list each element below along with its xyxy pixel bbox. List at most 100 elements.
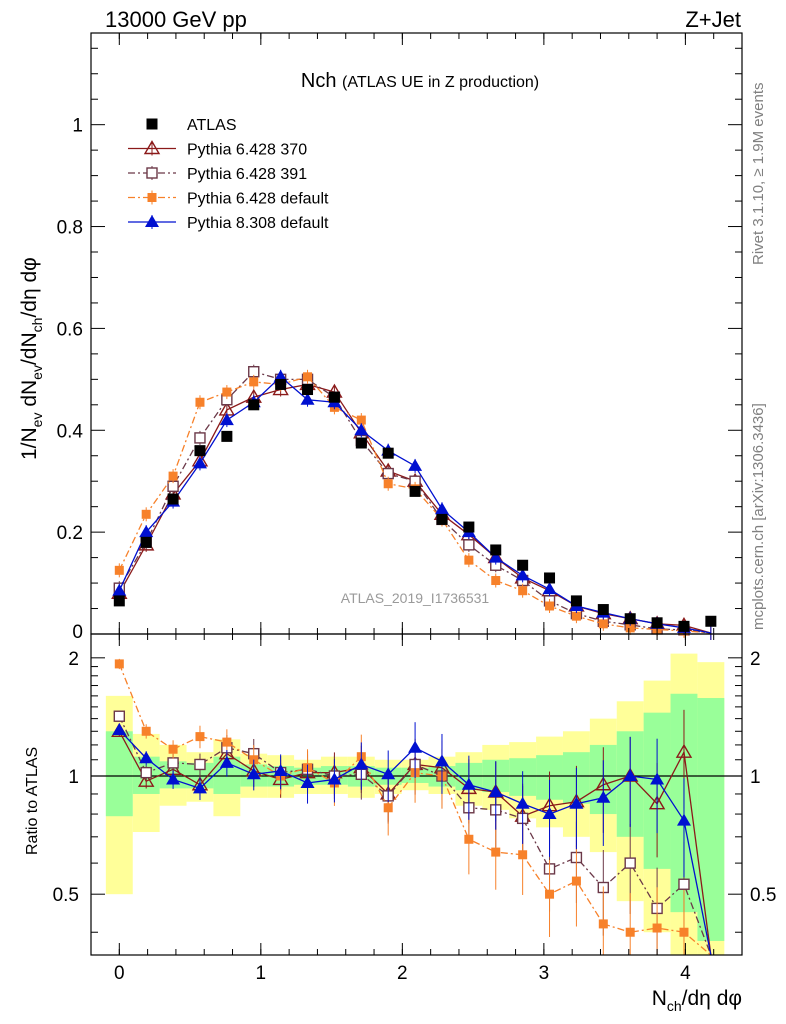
x-tick-label: 3	[539, 963, 550, 984]
ratio-data-point	[518, 850, 528, 860]
main-data-point	[167, 493, 179, 505]
main-data-point	[303, 372, 313, 382]
main-data-point	[570, 595, 582, 607]
main-data-point	[141, 509, 151, 519]
main-y-axis-label: 1/Nev dNev/dNch/dη dφ	[18, 257, 45, 460]
ratio-data-point	[515, 796, 530, 809]
main-data-point	[140, 536, 152, 548]
ratio-data-point	[598, 919, 608, 929]
main-y-tick-label: 0.2	[57, 523, 83, 544]
header-left-label: 13000 GeV pp	[105, 7, 247, 32]
legend-label: ATLAS	[187, 117, 237, 134]
rivet-side-label: Rivet 3.1.10, ≥ 1.9M events	[750, 83, 767, 266]
ratio-data-point	[464, 834, 474, 844]
ratio-data-point	[381, 767, 396, 780]
main-data-point	[383, 479, 393, 489]
ratio-data-point	[675, 743, 693, 758]
main-y-tick-label: 1	[72, 116, 83, 137]
ratio-data-point	[354, 757, 369, 770]
main-data-point	[221, 430, 233, 442]
main-data-point	[112, 583, 127, 596]
ratio-data-point	[194, 758, 206, 771]
ratio-y-tick-label-right: 2	[750, 649, 761, 670]
main-data-point	[328, 391, 340, 403]
legend-marker	[145, 215, 159, 227]
ratio-y-axis-label: Ratio to ATLAS	[24, 747, 41, 855]
main-data-point	[248, 399, 260, 411]
main-data-point	[544, 572, 556, 584]
ratio-y-tick-label-left: 2	[68, 649, 79, 670]
main-y-tick-label: 0.8	[57, 218, 83, 239]
main-data-point	[192, 456, 207, 469]
ratio-data-point	[491, 847, 501, 857]
ratio-data-point	[679, 927, 689, 937]
ratio-bands	[105, 653, 725, 955]
main-data-point	[571, 611, 581, 621]
main-data-point	[488, 550, 503, 563]
ratio-y-tick-label-left: 1	[68, 767, 79, 788]
main-title-sub: (ATLAS UE in Z production)	[342, 74, 539, 91]
main-data-point	[651, 617, 663, 629]
main-data-point	[464, 555, 474, 565]
legend-marker	[143, 140, 161, 155]
ratio-data-point	[168, 744, 178, 754]
ratio-data-point	[571, 876, 581, 886]
ratio-data-point	[623, 769, 638, 782]
main-data-point	[355, 437, 367, 449]
main-data-point	[302, 384, 314, 396]
main-data-point	[168, 471, 178, 481]
main-data-point	[222, 387, 232, 397]
ratio-data-point	[112, 722, 127, 735]
ratio-data-point	[113, 710, 126, 722]
ratio-data-point	[167, 757, 179, 769]
main-title-main: Nch	[301, 70, 337, 92]
main-data-point	[114, 565, 124, 575]
main-data-point	[113, 595, 125, 607]
main-data-point	[515, 568, 530, 581]
main-data-point	[219, 413, 234, 426]
main-series-layer	[111, 364, 717, 640]
main-data-point	[625, 623, 635, 633]
watermark-label: ATLAS_2019_I1736531	[341, 590, 490, 606]
header-right-label: Z+Jet	[685, 7, 741, 32]
main-series-line	[118, 370, 711, 634]
ratio-data-point	[652, 923, 662, 933]
ratio-data-point	[624, 857, 636, 869]
main-title: Nch (ATLAS UE in Z production)	[301, 70, 539, 92]
main-data-point	[356, 415, 366, 425]
green-band-bin	[105, 731, 133, 817]
ratio-data-point	[137, 772, 155, 787]
ratio-data-point	[408, 740, 423, 753]
main-data-point	[249, 377, 259, 387]
legend-label: Pythia 6.428 391	[187, 166, 307, 183]
main-data-point	[273, 369, 288, 382]
ratio-data-point	[676, 813, 691, 826]
legend-marker	[146, 118, 158, 130]
ratio-data-point	[300, 775, 315, 788]
main-data-point	[491, 576, 501, 586]
ratio-data-point	[139, 751, 154, 764]
main-data-point	[463, 521, 475, 533]
legend: ATLAS Pythia 6.428 370 Pythia 6.428 391 Pyt…	[128, 117, 329, 232]
main-data-point	[382, 447, 394, 459]
ratio-data-point	[192, 781, 207, 794]
ratio-data-point	[678, 878, 690, 890]
ratio-data-point	[114, 659, 124, 669]
ratio-y-tick-label-right: 0.5	[750, 885, 776, 906]
main-data-point	[300, 392, 315, 405]
ratio-data-point	[434, 754, 449, 767]
main-data-point	[195, 397, 205, 407]
ratio-data-point	[625, 927, 635, 937]
ratio-panel-frame	[90, 633, 743, 956]
ratio-data-point	[166, 772, 181, 785]
legend-marker	[147, 193, 157, 202]
ratio-data-point	[140, 766, 152, 779]
main-data-point	[354, 423, 369, 436]
main-data-point	[542, 582, 557, 595]
x-axis-label: Nch/dη dφ	[652, 987, 742, 1014]
main-data-point	[139, 525, 154, 538]
ratio-data-point	[650, 772, 665, 785]
main-data-point	[517, 559, 529, 571]
